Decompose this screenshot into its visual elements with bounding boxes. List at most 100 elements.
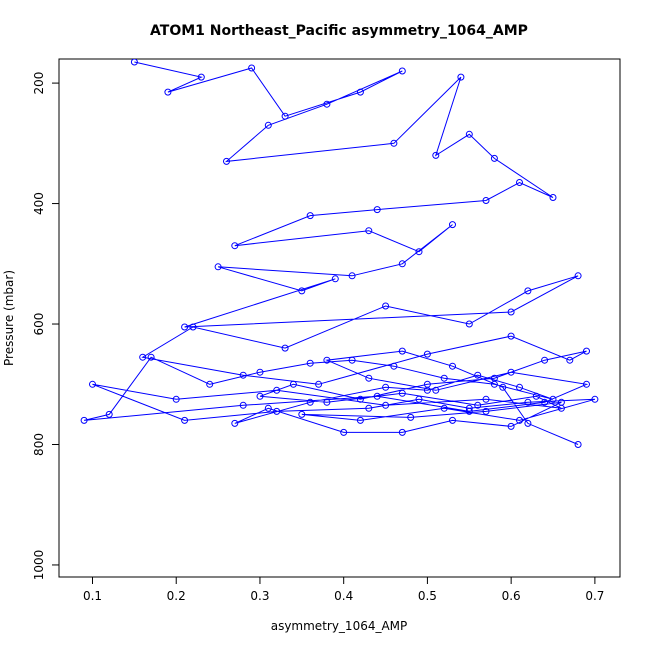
data-point — [356, 395, 364, 403]
data-point — [273, 386, 281, 394]
y-axis: 200 400 600 800 1000 — [32, 72, 59, 580]
data-point — [583, 380, 590, 388]
data-point — [365, 404, 373, 412]
data-point — [323, 100, 331, 108]
data-point — [348, 356, 356, 364]
data-point — [172, 395, 180, 403]
y-axis-label: Pressure (mbar) — [2, 270, 16, 366]
data-point — [273, 407, 281, 415]
data-point — [465, 130, 473, 138]
data-point — [490, 154, 498, 162]
data-point — [382, 401, 390, 409]
data-point — [423, 386, 431, 394]
data-point — [415, 395, 423, 403]
data-point — [373, 392, 381, 400]
data-point — [541, 398, 549, 406]
data-point — [323, 398, 331, 406]
data-point — [407, 413, 415, 421]
data-point — [197, 73, 205, 81]
data-point — [516, 416, 523, 424]
data-point — [574, 441, 582, 448]
data-point — [465, 320, 473, 328]
data-point — [474, 371, 482, 379]
x-tick-label: 0.1 — [83, 589, 102, 603]
data-point — [524, 398, 532, 406]
data-point — [373, 206, 381, 214]
data-point — [474, 401, 482, 409]
data-point — [306, 212, 314, 220]
y-tick-label: 600 — [32, 313, 46, 336]
data-point — [390, 362, 398, 370]
data-point — [516, 383, 523, 391]
data-point — [574, 272, 582, 280]
data-point — [281, 112, 289, 120]
data-point — [164, 88, 172, 96]
data-point — [457, 73, 465, 81]
data-point — [532, 392, 540, 400]
data-point — [449, 416, 456, 424]
data-point — [507, 422, 515, 430]
data-point — [440, 374, 448, 382]
data-point — [507, 368, 515, 376]
data-point — [432, 151, 440, 159]
x-tick-label: 0.6 — [502, 589, 521, 603]
x-tick-label: 0.2 — [167, 589, 186, 603]
data-point — [482, 407, 490, 415]
data-point — [566, 356, 574, 364]
data-point — [105, 410, 113, 418]
data-point — [365, 227, 373, 235]
data-point — [449, 362, 456, 370]
data-point — [181, 323, 189, 331]
data-point — [356, 416, 364, 424]
x-tick-label: 0.7 — [585, 589, 604, 603]
data-point — [298, 410, 306, 418]
data-point — [256, 368, 264, 376]
data-point — [239, 371, 247, 379]
data-point — [541, 356, 549, 364]
data-point — [214, 263, 222, 271]
data-point — [398, 428, 406, 436]
data-point — [415, 248, 423, 256]
y-tick-label: 200 — [32, 72, 46, 95]
data-point — [264, 404, 272, 412]
data-point — [306, 359, 314, 367]
data-point — [315, 380, 323, 388]
data-point — [206, 380, 214, 388]
data-point — [507, 308, 515, 316]
data-point — [524, 287, 532, 295]
data-point — [231, 242, 239, 250]
data-point — [382, 302, 390, 310]
data-point — [139, 353, 147, 361]
data-point — [365, 374, 373, 382]
data-point — [499, 383, 507, 391]
data-point — [256, 392, 264, 400]
y-tick-label: 800 — [32, 433, 46, 456]
x-axis-label: asymmetry_1064_AMP — [271, 619, 408, 633]
data-point — [591, 395, 599, 403]
data-point — [465, 407, 473, 415]
x-tick-label: 0.3 — [250, 589, 269, 603]
data-point — [398, 67, 406, 75]
data-point — [323, 356, 331, 364]
data-point — [264, 121, 272, 129]
data-point — [423, 350, 431, 358]
data-point — [281, 344, 289, 352]
data-point — [382, 383, 390, 391]
data-point — [289, 380, 297, 388]
data-point — [398, 347, 406, 355]
data-point — [490, 380, 498, 388]
data-point — [348, 272, 356, 280]
data-point — [482, 395, 490, 403]
x-tick-label: 0.4 — [334, 589, 353, 603]
series-layer — [80, 59, 599, 448]
data-point — [80, 416, 88, 424]
data-point — [390, 139, 398, 147]
data-point — [130, 59, 138, 66]
plot-frame — [58, 58, 621, 578]
data-point — [248, 64, 256, 72]
data-point — [449, 221, 456, 229]
data-point — [432, 386, 440, 394]
data-point — [147, 353, 155, 361]
data-point — [356, 88, 364, 96]
